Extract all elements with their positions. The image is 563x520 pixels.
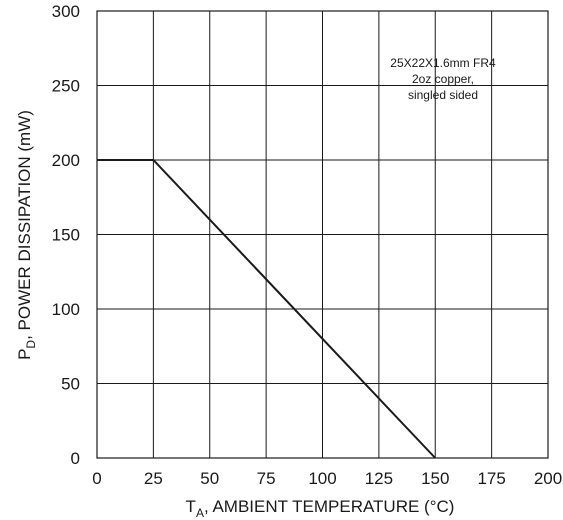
x-axis-title-main: T: [186, 497, 196, 516]
y-tick-label-50: 50: [61, 375, 80, 394]
y-tick-label-250: 250: [52, 77, 80, 96]
x-tick-label-75: 75: [257, 469, 276, 488]
x-tick-label-50: 50: [200, 469, 219, 488]
board-spec-annotation: 25X22X1.6mm FR4 2oz copper, singled side…: [390, 56, 496, 102]
y-tick-label-200: 200: [52, 151, 80, 170]
y-tick-label-150: 150: [52, 226, 80, 245]
y-axis-title-main: P: [15, 349, 34, 360]
y-axis-title-subscript: D: [24, 340, 38, 349]
x-tick-label-150: 150: [421, 469, 449, 488]
y-tick-label-300: 300: [52, 2, 80, 21]
y-tick-label-100: 100: [52, 300, 80, 319]
x-tick-label-175: 175: [477, 469, 505, 488]
y-axis-title-rest: , POWER DISSIPATION (mW): [15, 110, 34, 340]
annotation-line-2: 2oz copper,: [412, 72, 474, 86]
x-tick-label-25: 25: [144, 469, 163, 488]
y-axis-title: PD, POWER DISSIPATION (mW): [15, 110, 38, 360]
y-tick-labels: 0 50 100 150 200 250 300: [52, 2, 80, 468]
x-tick-label-200: 200: [534, 469, 562, 488]
grid: [97, 11, 548, 458]
x-axis-title-rest: , AMBIENT TEMPERATURE (°C): [204, 497, 455, 516]
x-tick-label-100: 100: [308, 469, 336, 488]
plot-area-frame: [96, 10, 549, 459]
x-tick-labels: 0 25 50 75 100 125 150 175 200: [92, 469, 562, 488]
annotation-line-1: 25X22X1.6mm FR4: [390, 56, 496, 70]
series-layer: [97, 159, 436, 459]
y-tick-label-0: 0: [71, 449, 80, 468]
derating-curve-0: [97, 159, 436, 459]
x-axis-title-subscript: A: [196, 506, 204, 520]
x-tick-label-0: 0: [92, 469, 101, 488]
x-tick-label-125: 125: [365, 469, 393, 488]
x-axis-title: TA, AMBIENT TEMPERATURE (°C): [186, 497, 455, 520]
annotation-line-3: singled sided: [408, 88, 478, 102]
